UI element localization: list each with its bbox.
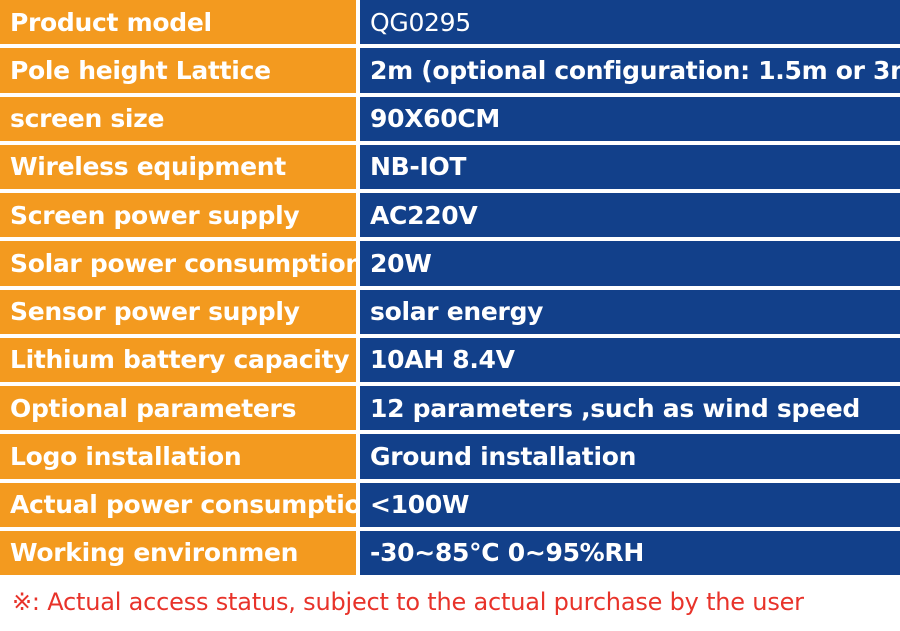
- spec-value-screen-power-supply: AC220V: [360, 193, 900, 238]
- spec-table: Product model QG0295 Pole height Lattice…: [0, 0, 900, 577]
- spec-label-actual-power-consumption: Actual power consumption: [0, 482, 356, 527]
- spec-label-working-environment: Working environmen: [0, 530, 356, 575]
- spec-label-battery-capacity: Lithium battery capacity: [0, 337, 356, 382]
- spec-label-sensor-power-supply: Sensor power supply: [0, 289, 356, 334]
- spec-value-optional-parameters: 12 parameters ,such as wind speed: [360, 386, 900, 431]
- spec-value-working-environment: -30~85°C 0~95%RH: [360, 530, 900, 575]
- spec-label-optional-parameters: Optional parameters: [0, 386, 356, 431]
- spec-value-actual-power-consumption: <100W: [360, 482, 900, 527]
- spec-value-wireless-equipment: NB-IOT: [360, 144, 900, 189]
- spec-value-screen-size: 90X60CM: [360, 96, 900, 141]
- spec-value-battery-capacity: 10AH 8.4V: [360, 337, 900, 382]
- spec-label-solar-power-consumption: Solar power consumption: [0, 241, 356, 286]
- spec-value-pole-height: 2m (optional configuration: 1.5m or 3m): [360, 48, 900, 93]
- spec-label-logo-installation: Logo installation: [0, 434, 356, 479]
- spec-label-screen-power-supply: Screen power supply: [0, 193, 356, 238]
- spec-label-product-model: Product model: [0, 0, 356, 45]
- spec-label-wireless-equipment: Wireless equipment: [0, 144, 356, 189]
- spec-value-solar-power-consumption: 20W: [360, 241, 900, 286]
- footnote: ※: Actual access status, subject to the …: [12, 588, 804, 616]
- spec-value-sensor-power-supply: solar energy: [360, 289, 900, 334]
- spec-label-pole-height: Pole height Lattice: [0, 48, 356, 93]
- spec-value-product-model: QG0295: [360, 0, 900, 45]
- spec-value-logo-installation: Ground installation: [360, 434, 900, 479]
- spec-label-screen-size: screen size: [0, 96, 356, 141]
